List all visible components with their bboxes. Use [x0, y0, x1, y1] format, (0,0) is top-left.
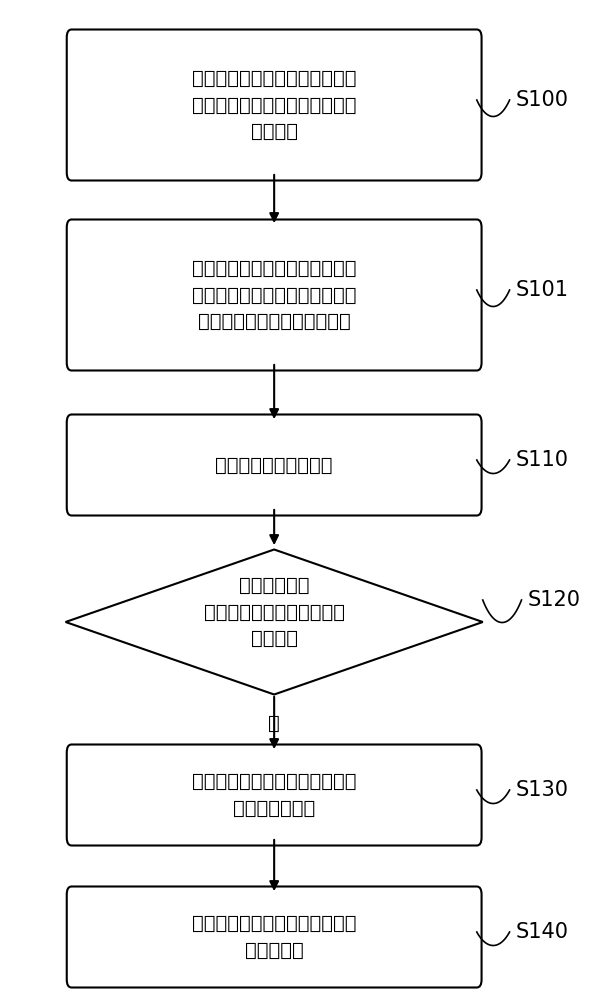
Text: 添加新解码的知识图像于知识图
像缓冲区中: 添加新解码的知识图像于知识图 像缓冲区中: [192, 914, 356, 960]
Text: 移除知识图像缓冲区中的至少部
分历史知识图像: 移除知识图像缓冲区中的至少部 分历史知识图像: [192, 772, 356, 818]
Text: 知识图像缓冲
区是否填满预设数量的历史
知识图像: 知识图像缓冲 区是否填满预设数量的历史 知识图像: [204, 576, 344, 648]
Text: S110: S110: [516, 450, 569, 470]
Text: 从历史知识图像的视频码流的序
列头中获取知识图像缓冲区预设
数量标识: 从历史知识图像的视频码流的序 列头中获取知识图像缓冲区预设 数量标识: [192, 69, 356, 141]
Text: S101: S101: [516, 280, 569, 300]
FancyBboxPatch shape: [67, 29, 482, 180]
FancyBboxPatch shape: [67, 414, 482, 516]
Text: S140: S140: [516, 922, 569, 942]
FancyBboxPatch shape: [67, 886, 482, 988]
Polygon shape: [66, 550, 483, 694]
Text: 以知识图像缓冲区预设数量标识
定义的窗口大小为缓冲区滑动窗
口大小，建立知识图像缓冲区: 以知识图像缓冲区预设数量标识 定义的窗口大小为缓冲区滑动窗 口大小，建立知识图像…: [192, 259, 356, 331]
FancyBboxPatch shape: [67, 220, 482, 370]
FancyBboxPatch shape: [67, 744, 482, 846]
Text: S120: S120: [527, 590, 581, 610]
Text: S100: S100: [516, 90, 569, 110]
Text: 是: 是: [268, 714, 280, 732]
Text: S130: S130: [516, 780, 569, 800]
Text: 获得新解码的知识图像: 获得新解码的知识图像: [215, 456, 333, 475]
